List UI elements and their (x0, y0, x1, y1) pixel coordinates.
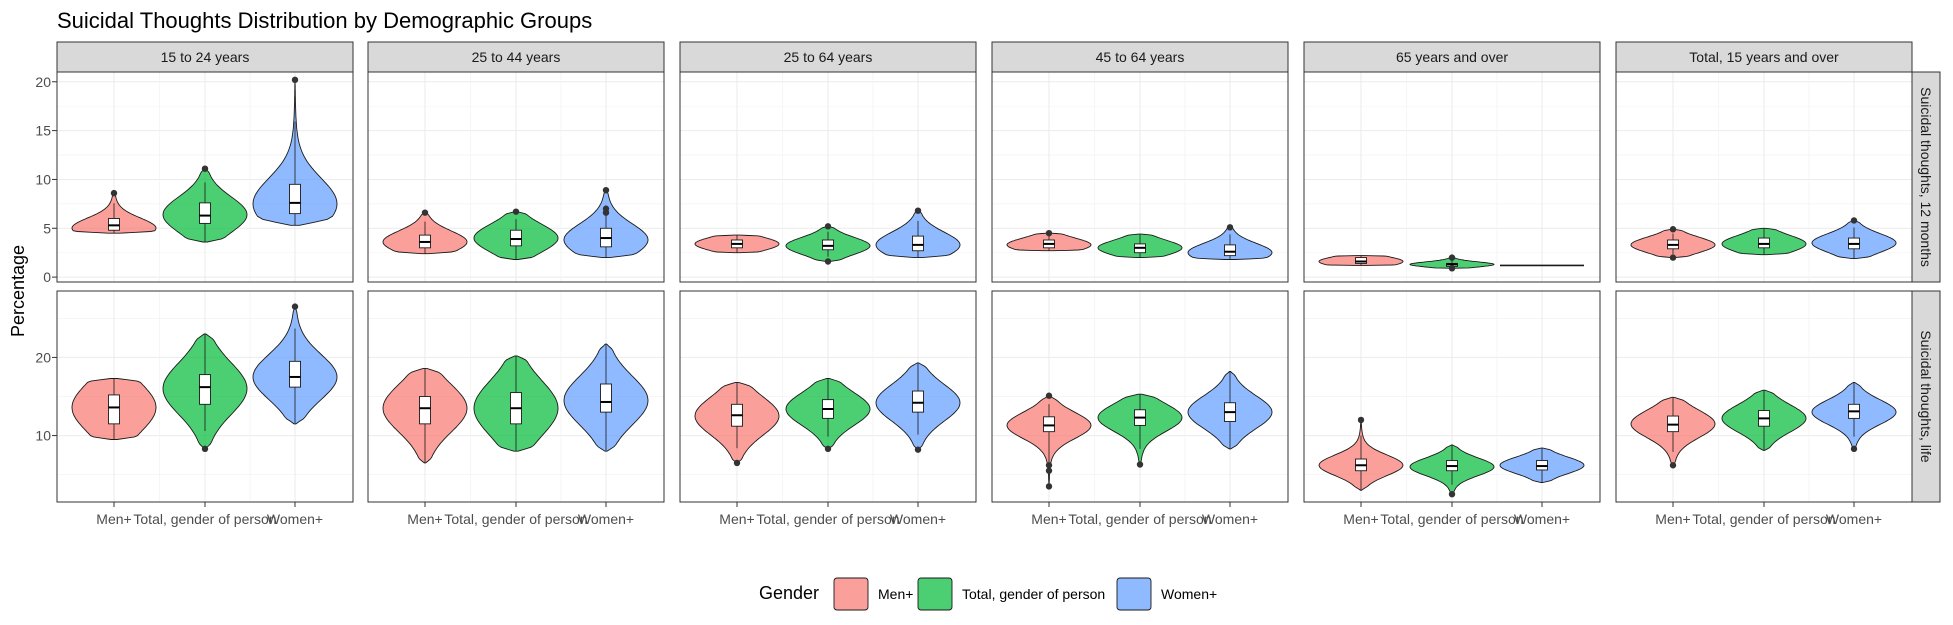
row-strip-label: Suicidal thoughts, 12 months (1918, 87, 1934, 267)
x-tick-label: Men+ (719, 511, 754, 527)
box (1043, 416, 1055, 433)
box (419, 396, 431, 425)
chart-title: Suicidal Thoughts Distribution by Demogr… (57, 8, 592, 33)
x-tick-label: Men+ (1343, 511, 1378, 527)
outlier-point (1448, 265, 1456, 272)
legend-label: Men+ (878, 586, 913, 602)
box (1224, 244, 1236, 257)
column-strip (991, 41, 1289, 73)
x-tick-label: Men+ (407, 511, 442, 527)
y-tick-label: 10 (35, 171, 51, 187)
outlier-point (602, 186, 610, 194)
legend-label: Women+ (1161, 586, 1217, 602)
column-strip (1303, 41, 1601, 73)
column-strip-label: 15 to 24 years (161, 49, 250, 65)
panel-border (1615, 71, 1913, 283)
y-tick-label: 15 (35, 123, 51, 139)
outlier-point (1045, 462, 1053, 469)
y-tick-label: 5 (43, 220, 51, 236)
box (912, 235, 924, 252)
legend-key (917, 577, 953, 611)
legend-key (833, 577, 869, 611)
outlier-point (291, 76, 299, 84)
outlier-point (1448, 254, 1456, 261)
column-strip (367, 41, 665, 73)
outlier-point (1226, 224, 1234, 231)
y-tick-label: 10 (35, 428, 51, 444)
outlier-point (1850, 217, 1858, 224)
x-tick-label: Total, gender of person (1380, 511, 1523, 527)
column-strip (679, 41, 977, 73)
outlier-point (1045, 392, 1053, 399)
outlier-point (824, 258, 832, 265)
box (912, 390, 924, 413)
row-strip-label: Suicidal thoughts, life (1918, 330, 1934, 463)
legend-title: Gender (759, 583, 819, 603)
y-tick-label: 20 (35, 349, 51, 365)
outlier-point (421, 209, 429, 216)
outlier-point (1448, 490, 1456, 498)
x-tick-label: Men+ (96, 511, 131, 527)
x-tick-label: Women+ (890, 511, 946, 527)
y-tick-label: 20 (35, 74, 51, 90)
column-strip-label: 65 years and over (1396, 49, 1508, 65)
x-tick-label: Men+ (1031, 511, 1066, 527)
outlier-point (824, 445, 832, 453)
legend: Gender Men+ Total, gender of person Women+ (759, 577, 1217, 611)
outlier-point (1669, 462, 1677, 469)
column-strip-label: 25 to 64 years (784, 49, 873, 65)
outlier-point (110, 189, 118, 197)
box (108, 394, 120, 425)
outlier-point (512, 208, 520, 215)
box (289, 360, 301, 388)
outlier-point (824, 223, 832, 230)
panel-border (679, 71, 977, 283)
x-tick-label: Total, gender of person (133, 511, 276, 527)
outlier-point (1669, 226, 1677, 233)
column-strip-label: 45 to 64 years (1096, 49, 1185, 65)
outlier-point (1045, 229, 1053, 237)
box (199, 374, 211, 405)
box (199, 202, 211, 224)
panel-border (367, 71, 665, 283)
x-tick-label: Women+ (267, 511, 323, 527)
outlier-point (1136, 461, 1144, 468)
x-tick-label: Total, gender of person (1692, 511, 1835, 527)
box (289, 183, 301, 215)
x-tick-label: Total, gender of person (444, 511, 587, 527)
outlier-point (1045, 467, 1053, 474)
x-tick-label: Total, gender of person (756, 511, 899, 527)
panel-border (991, 71, 1289, 283)
column-strip-label: 25 to 44 years (472, 49, 561, 65)
x-tick-label: Women+ (1202, 511, 1258, 527)
outlier-point (1669, 254, 1677, 261)
x-tick-label: Women+ (1514, 511, 1570, 527)
x-tick-label: Women+ (1826, 511, 1882, 527)
outlier-point (1357, 416, 1365, 424)
panel-border (56, 71, 354, 283)
box (600, 383, 612, 413)
y-axis-title: Percentage (8, 245, 28, 337)
y-tick-label: 0 (43, 269, 51, 285)
outlier-point (291, 303, 299, 310)
outlier-point (1045, 483, 1053, 490)
column-strip-label: Total, 15 years and over (1689, 49, 1839, 65)
outlier-point (914, 446, 922, 453)
outlier-point (1850, 445, 1858, 453)
x-tick-label: Women+ (578, 511, 634, 527)
panels: 0 5 10 15 20 Suicidal thoughts, 12 months 15 t… (35, 41, 1941, 527)
outlier-point (602, 205, 610, 212)
panel-border (1303, 71, 1601, 283)
x-tick-label: Total, gender of person (1068, 511, 1211, 527)
outlier-point (201, 445, 209, 453)
outlier-point (733, 459, 741, 467)
outlier-point (201, 165, 209, 172)
legend-label: Total, gender of person (962, 586, 1105, 602)
outlier-point (914, 207, 922, 214)
row-strip (1911, 71, 1941, 283)
legend-key (1116, 577, 1152, 611)
x-tick-label: Men+ (1655, 511, 1690, 527)
column-strip (1615, 41, 1913, 73)
